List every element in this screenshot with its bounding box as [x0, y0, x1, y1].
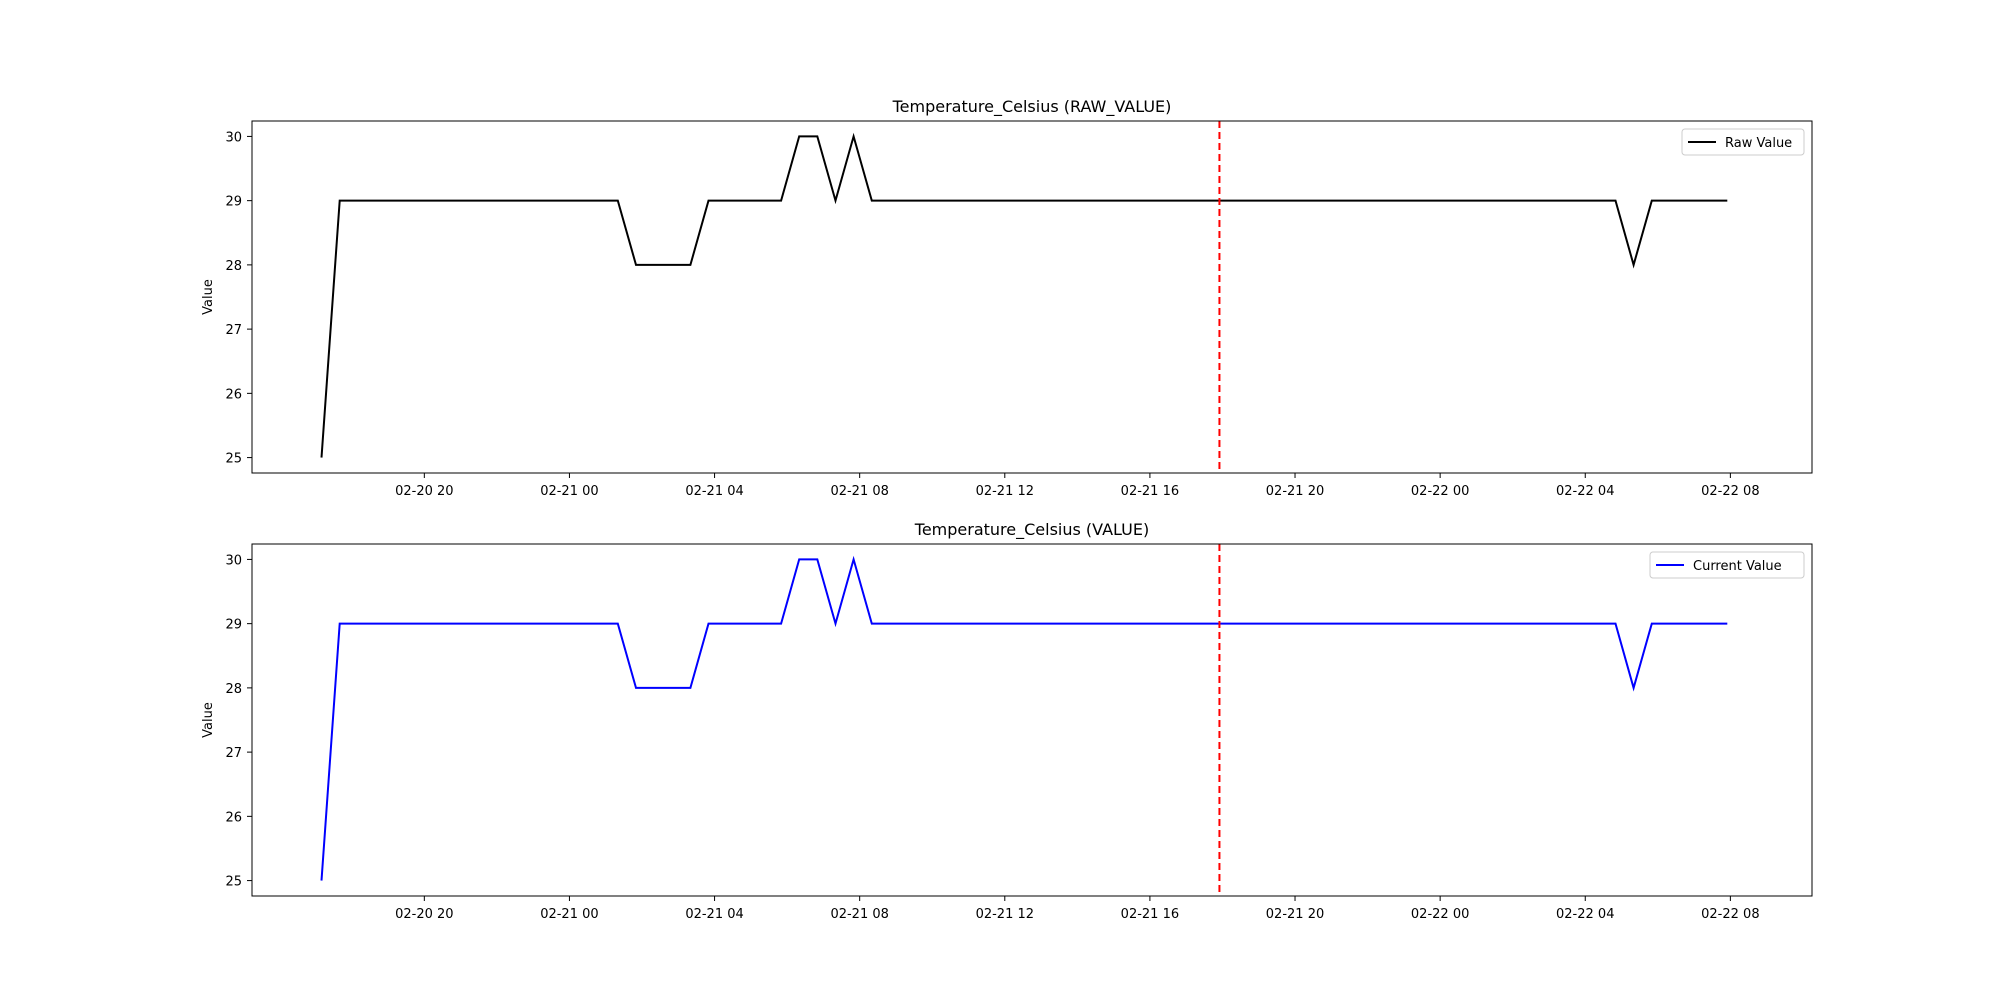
legend-box — [1649, 551, 1805, 579]
y-tick-label: 27 — [225, 323, 242, 338]
plot-frame — [251, 120, 1813, 474]
chart-panel-1: Temperature_Celsius (RAW_VALUE) 25 26 27 28 2… — [201, 97, 1813, 499]
y-tick-label: 30 — [225, 130, 242, 145]
x-tick-label: 02-21 12 — [976, 907, 1034, 922]
x-tick-label: 02-21 12 — [976, 484, 1034, 499]
x-tick-label: 02-22 04 — [1556, 907, 1614, 922]
x-tick-label: 02-21 20 — [1266, 907, 1324, 922]
legend-label: Current Value — [1693, 559, 1782, 574]
x-tick-label: 02-22 08 — [1701, 484, 1759, 499]
y-tick-label: 26 — [225, 810, 242, 825]
y-tick-label: 30 — [225, 553, 242, 568]
plot-frame — [251, 543, 1813, 897]
legend-box — [1681, 128, 1805, 156]
legend: Current Value — [1649, 551, 1805, 579]
chart-title: Temperature_Celsius (VALUE) — [914, 520, 1149, 540]
x-tick-label: 02-21 04 — [685, 484, 743, 499]
x-tick-label: 02-22 08 — [1701, 907, 1759, 922]
y-tick-label: 26 — [225, 387, 242, 402]
legend-label: Raw Value — [1725, 136, 1792, 151]
legend: Raw Value — [1681, 128, 1805, 156]
x-tick-label: 02-22 00 — [1411, 907, 1469, 922]
y-tick-label: 27 — [225, 746, 242, 761]
x-tick-label: 02-22 04 — [1556, 484, 1614, 499]
x-tick-label: 02-21 08 — [830, 484, 888, 499]
y-tick-label: 29 — [225, 195, 242, 210]
x-tick-label: 02-21 20 — [1266, 484, 1324, 499]
y-tick-label: 25 — [225, 875, 242, 890]
x-tick-label: 02-21 00 — [540, 484, 598, 499]
y-axis-label: Value — [201, 279, 216, 315]
y-tick-label: 28 — [225, 682, 242, 697]
x-tick-label: 02-21 04 — [685, 907, 743, 922]
y-tick-label: 29 — [225, 618, 242, 633]
y-tick-label: 28 — [225, 259, 242, 274]
x-tick-label: 02-21 16 — [1121, 484, 1179, 499]
series-line — [320, 132, 1728, 458]
x-tick-label: 02-22 00 — [1411, 484, 1469, 499]
x-tick-label: 02-20 20 — [395, 907, 453, 922]
y-axis-label: Value — [201, 702, 216, 738]
x-tick-label: 02-21 08 — [830, 907, 888, 922]
x-tick-label: 02-20 20 — [395, 484, 453, 499]
y-tick-label: 25 — [225, 452, 242, 467]
x-tick-label: 02-21 00 — [540, 907, 598, 922]
series-line — [320, 555, 1728, 881]
chart-panel-2: Temperature_Celsius (VALUE) 25 26 27 28 29 30 0… — [201, 520, 1813, 922]
x-tick-label: 02-21 16 — [1121, 907, 1179, 922]
chart-title: Temperature_Celsius (RAW_VALUE) — [892, 97, 1172, 117]
